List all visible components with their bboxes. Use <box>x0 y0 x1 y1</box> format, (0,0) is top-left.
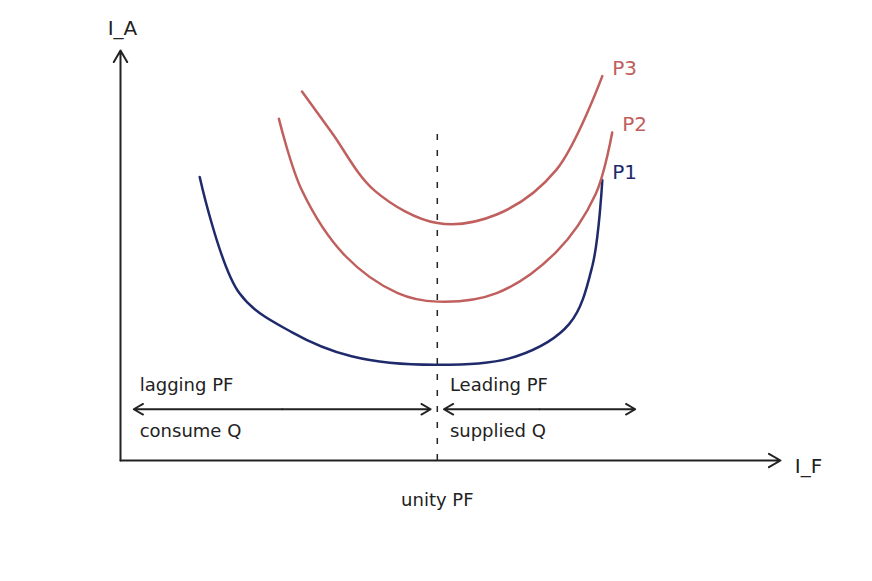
svg-text:I_F: I_F <box>795 454 822 478</box>
svg-text:P3: P3 <box>612 56 637 80</box>
svg-text:Leading PF: Leading PF <box>450 374 548 395</box>
svg-text:P2: P2 <box>622 112 647 136</box>
svg-text:P1: P1 <box>612 160 637 184</box>
svg-text:supplied Q: supplied Q <box>450 420 546 441</box>
svg-text:unity PF: unity PF <box>401 489 473 510</box>
svg-text:I_A: I_A <box>108 16 138 40</box>
svg-text:consume Q: consume Q <box>140 420 242 441</box>
svg-text:lagging PF: lagging PF <box>140 374 234 395</box>
